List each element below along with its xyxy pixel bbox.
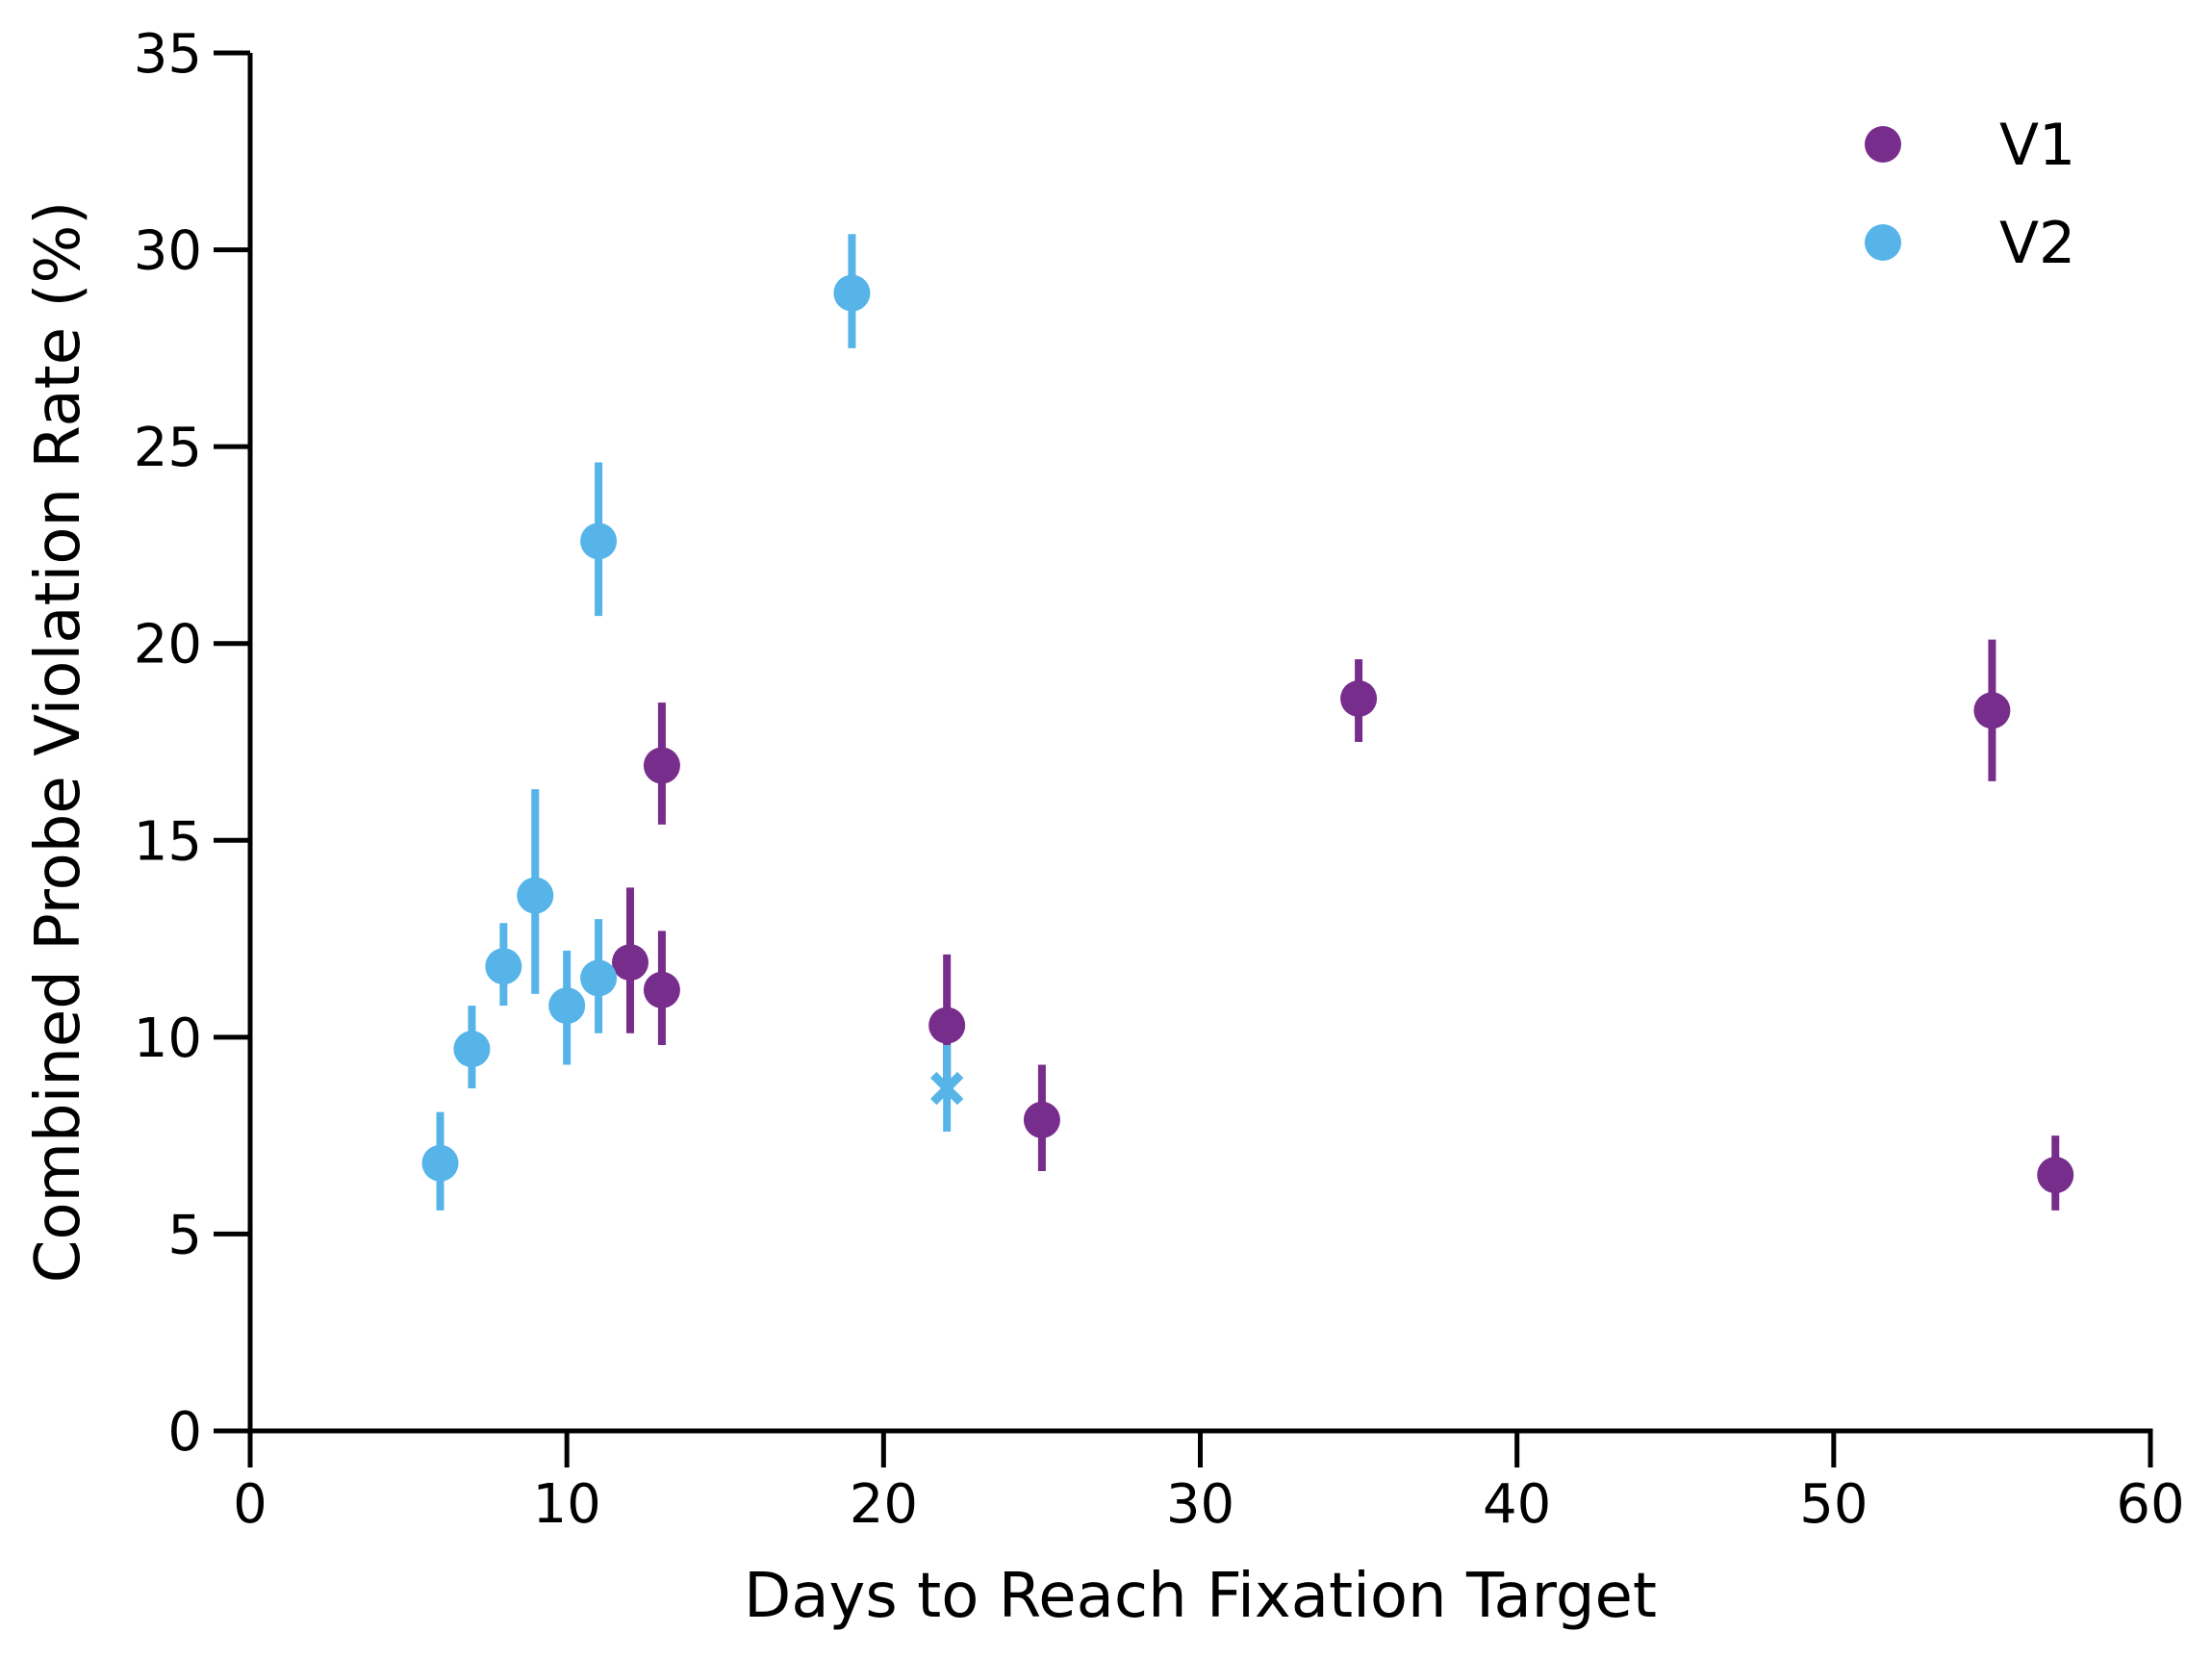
legend-label-v2: V2 (1999, 210, 2075, 277)
data-point-x (929, 1071, 964, 1106)
y-tick-label: 15 (134, 810, 202, 873)
data-point (485, 948, 522, 985)
series-v2 (421, 234, 964, 1211)
y-axis-ticks: 0 5 10 15 20 25 30 35 (134, 23, 250, 1464)
legend-marker-v2 (1865, 224, 1901, 261)
x-tick-label: 40 (1483, 1473, 1551, 1536)
x-tick-label: 60 (2116, 1473, 2184, 1536)
data-point (833, 274, 871, 312)
data-point (928, 1007, 966, 1044)
y-tick-label: 5 (167, 1204, 202, 1266)
data-point (580, 959, 618, 997)
data-point (2037, 1157, 2074, 1194)
data-point (421, 1144, 459, 1182)
data-point (1023, 1101, 1060, 1138)
data-point (580, 523, 618, 560)
y-tick-label: 10 (134, 1008, 202, 1070)
data-point (1340, 679, 1378, 717)
x-tick-label: 10 (533, 1473, 601, 1536)
data-point (612, 944, 648, 982)
y-tick-label: 35 (134, 23, 202, 86)
x-tick-label: 30 (1166, 1473, 1234, 1536)
x-tick-label: 20 (850, 1473, 918, 1536)
series-v1 (612, 639, 2074, 1211)
data-point (643, 971, 680, 1008)
y-tick-label: 0 (167, 1401, 202, 1464)
legend-label-v1: V1 (1999, 112, 2075, 179)
data-point (548, 987, 586, 1025)
x-tick-label: 0 (233, 1473, 267, 1536)
data-point (453, 1031, 491, 1068)
x-axis-label: Days to Reach Fixation Target (744, 1561, 1657, 1632)
data-point (517, 877, 554, 914)
legend-marker-v1 (1865, 126, 1901, 163)
y-tick-label: 20 (134, 614, 202, 676)
data-marks (421, 234, 2074, 1211)
x-axis-ticks: 0 10 20 30 40 50 60 (233, 1431, 2185, 1536)
data-point (643, 747, 680, 784)
y-tick-label: 25 (134, 417, 202, 479)
y-axis-label: Combined Probe Violation Rate (%) (23, 201, 94, 1283)
data-point (1973, 692, 2011, 729)
y-tick-label: 30 (134, 220, 202, 283)
x-tick-label: 50 (1799, 1473, 1868, 1536)
